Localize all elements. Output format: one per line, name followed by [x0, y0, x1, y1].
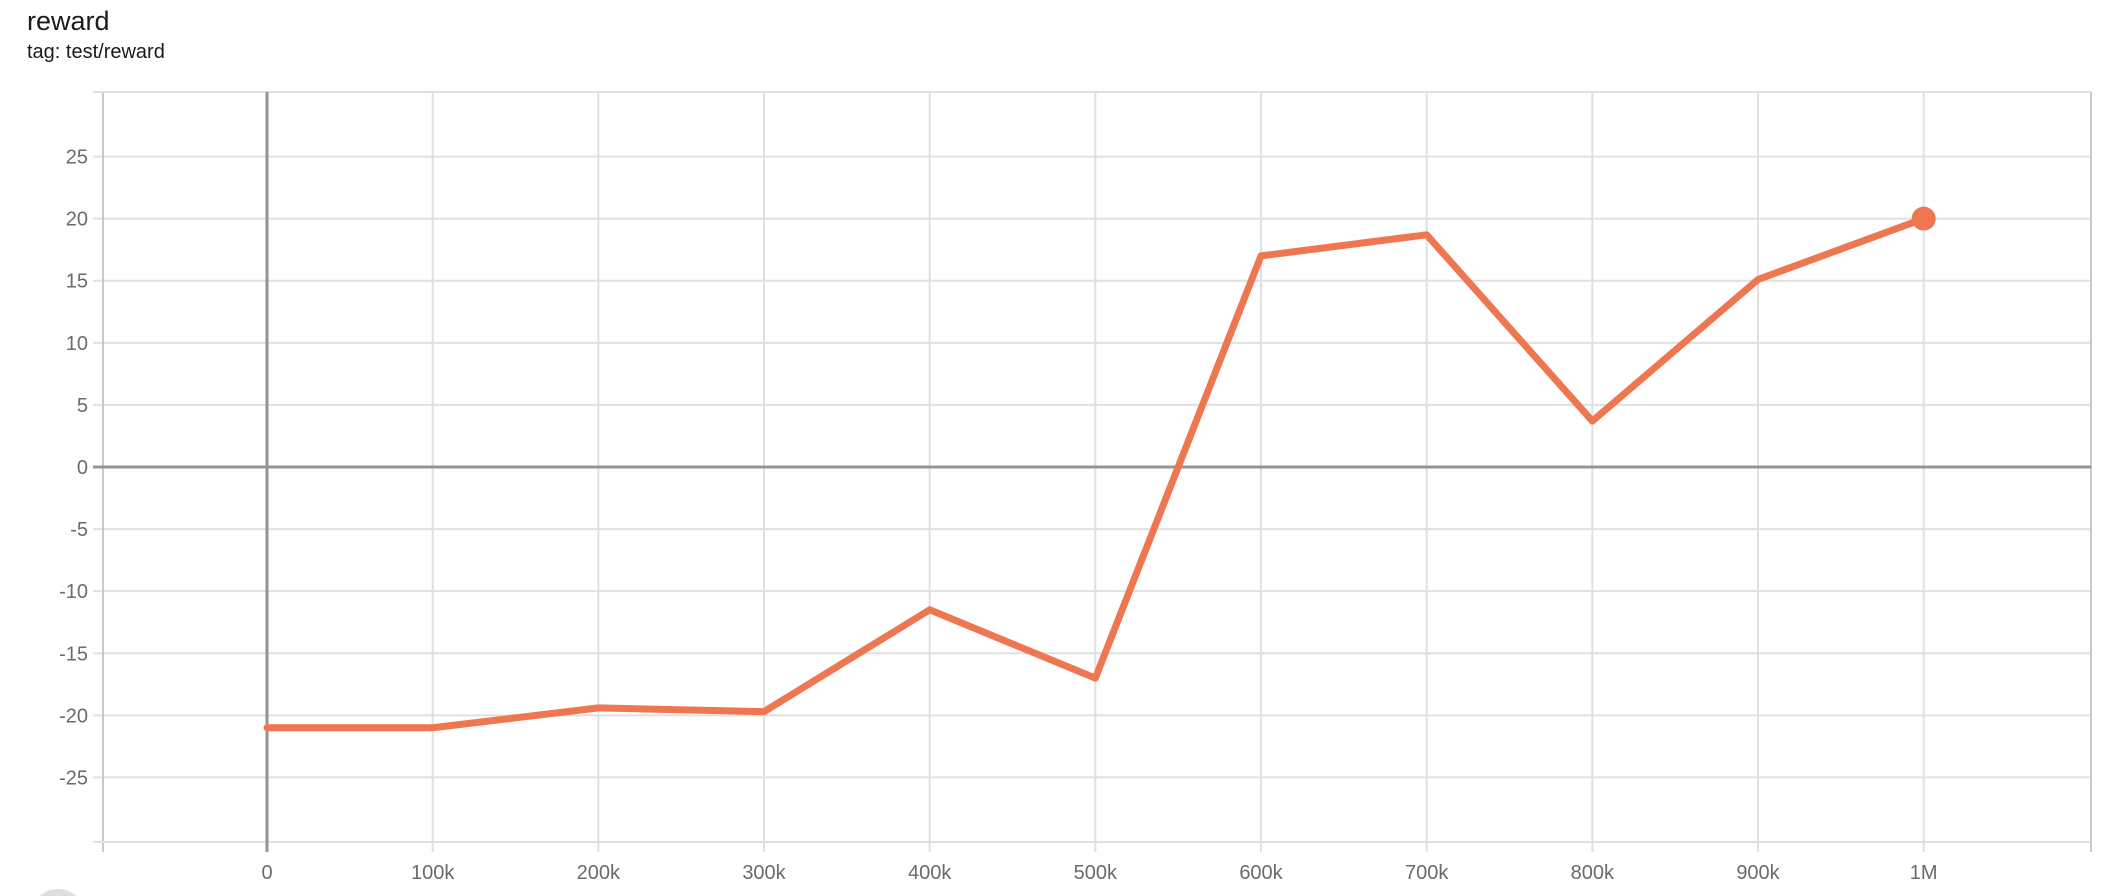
y-tick-label: -5 — [70, 519, 88, 541]
y-tick-label: 25 — [66, 147, 88, 169]
y-tick-label: 20 — [66, 209, 88, 231]
y-tick-label: 5 — [77, 395, 88, 417]
x-tick-label: 300k — [742, 862, 786, 884]
x-tick-label: 600k — [1239, 862, 1283, 884]
x-tick-label: 400k — [908, 862, 952, 884]
x-tick-label: 100k — [411, 862, 455, 884]
plot-border — [93, 91, 2092, 852]
y-tick-label: -10 — [59, 581, 88, 603]
x-tick-label: 900k — [1736, 862, 1780, 884]
x-tick-label: 0 — [261, 862, 272, 884]
x-tick-label: 700k — [1405, 862, 1449, 884]
zero-axes — [93, 92, 2091, 852]
y-tick-label: 15 — [66, 271, 88, 293]
chart-subtitle: tag: test/reward — [27, 41, 165, 63]
axis-labels: 0 100k 200k 300k 400k 500k 600k 700k 800k 900k 1M -… — [59, 147, 1937, 884]
y-tick-label: -25 — [59, 767, 88, 789]
y-tick-label: -15 — [59, 643, 88, 665]
y-tick-label: 0 — [77, 457, 88, 479]
y-tick-label: 10 — [66, 333, 88, 355]
series-line[interactable] — [263, 215, 1928, 732]
x-tick-label: 500k — [1074, 862, 1118, 884]
chart-title: reward — [27, 6, 110, 36]
gridlines — [93, 92, 2091, 852]
final-value-marker[interactable] — [1911, 206, 1936, 231]
x-tick-label: 1M — [1910, 862, 1938, 884]
corner-partial-circle-decoration — [39, 889, 77, 896]
y-tick-label: -20 — [59, 705, 88, 727]
x-tick-label: 200k — [577, 862, 621, 884]
x-tick-label: 800k — [1571, 862, 1615, 884]
series-group — [263, 206, 1936, 732]
